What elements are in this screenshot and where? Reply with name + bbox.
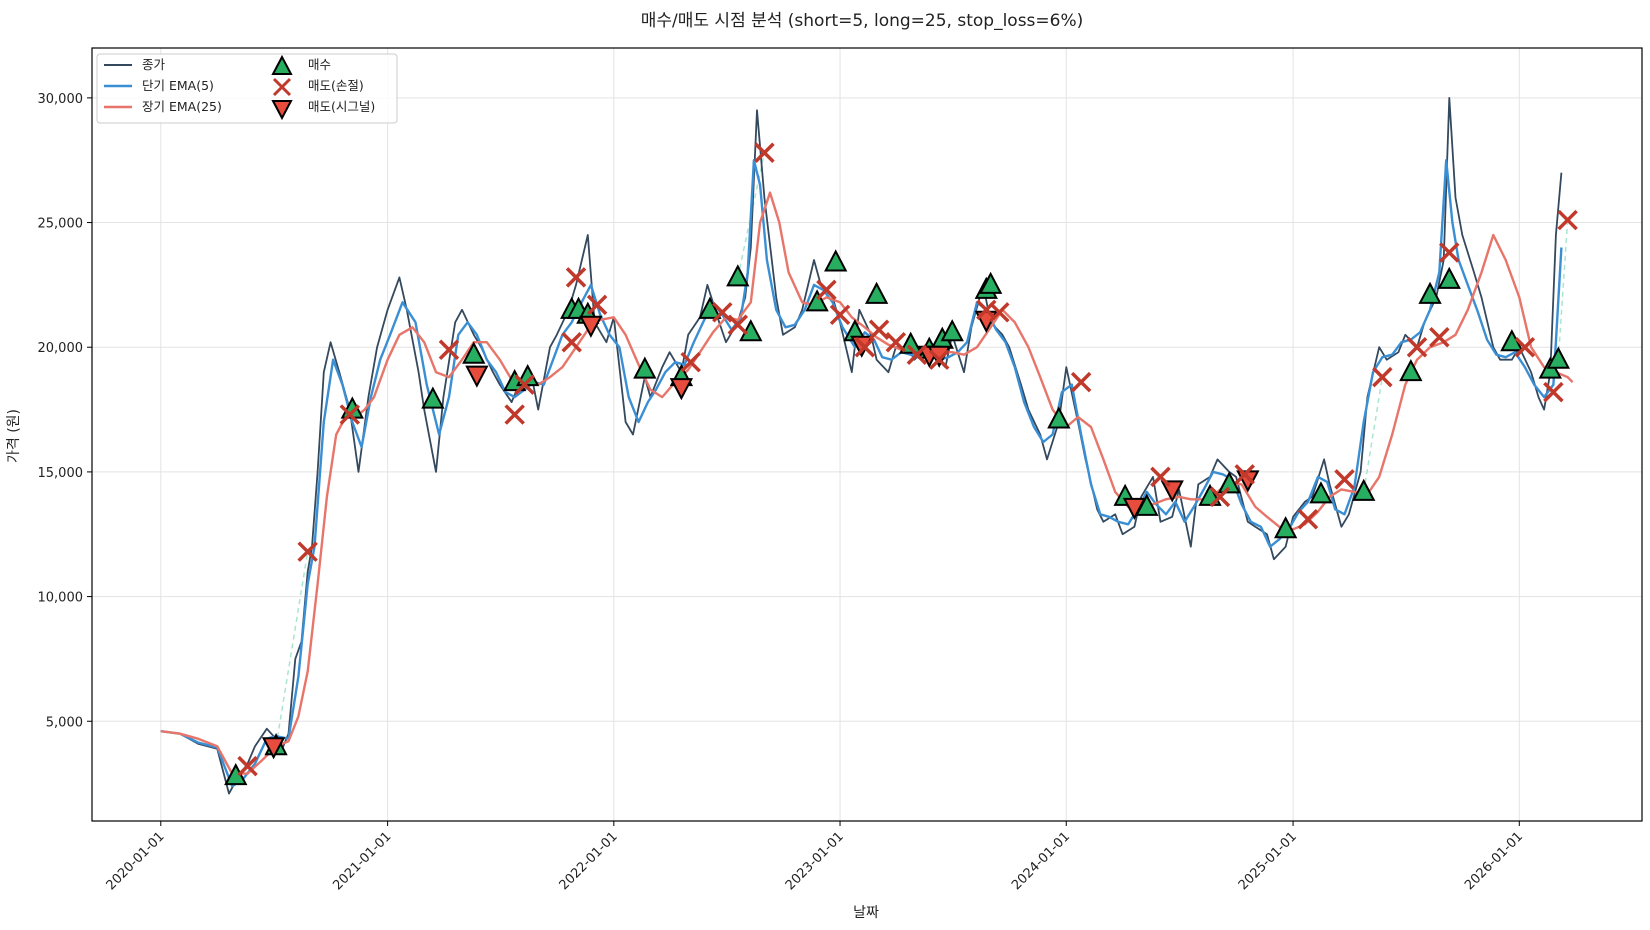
sell-signal-marker xyxy=(261,737,286,760)
sell-stoploss-marker xyxy=(989,302,1010,323)
sell-stoploss-marker xyxy=(1297,509,1319,530)
sell-stoploss-marker xyxy=(237,755,258,777)
ema-long-line xyxy=(160,191,1574,775)
sell-stoploss-marker xyxy=(1514,336,1536,358)
sell-stoploss-marker xyxy=(438,339,460,360)
buy-marker xyxy=(1273,516,1298,539)
sell-stoploss-marker xyxy=(1406,336,1428,358)
buy-marker xyxy=(633,356,657,379)
plot-frame xyxy=(91,47,1643,822)
sell-stoploss-marker xyxy=(1372,366,1393,388)
sell-stoploss-marker xyxy=(754,142,775,163)
sell-signal-marker xyxy=(579,315,603,338)
buy-marker xyxy=(1546,346,1570,369)
sell-stoploss-marker xyxy=(1070,371,1092,393)
sell-stoploss-marker xyxy=(1543,381,1564,403)
series-lines xyxy=(160,97,1574,795)
sell-stoploss-marker xyxy=(1234,464,1255,485)
y-tick-label: 5,000 xyxy=(46,715,83,730)
sell-stoploss-marker xyxy=(727,314,749,336)
sell-stoploss-marker xyxy=(712,302,733,323)
sell-signal-marker xyxy=(465,365,489,388)
legend-label-buy: 매수 xyxy=(308,57,331,72)
holding-period-line xyxy=(275,551,309,747)
sell-stoploss-marker xyxy=(514,374,535,395)
buy-marker xyxy=(1437,266,1461,289)
buy-marker xyxy=(1418,281,1442,304)
y-axis-ticks: 5,000 10,000 15,000 20,000 25,000 30,000 xyxy=(38,92,92,730)
y-tick-label: 10,000 xyxy=(38,591,84,606)
sell-stoploss-marker xyxy=(868,319,890,341)
buy-marker xyxy=(805,289,829,312)
sell-stoploss-marker xyxy=(906,344,928,365)
ema-short-line xyxy=(160,158,1563,788)
legend-label-close: 종가 xyxy=(142,57,166,72)
buy-marker xyxy=(1047,406,1071,429)
buy-marker xyxy=(940,319,964,342)
legend: 종가 단기 EMA(5) 장기 EMA(25) 매수 매도(손절) 매도(시그널… xyxy=(96,53,398,124)
y-tick-label: 20,000 xyxy=(38,341,84,356)
sell-stoploss-marker xyxy=(829,304,851,326)
sell-stoploss-marker xyxy=(504,404,525,425)
buy-marker xyxy=(1217,471,1241,494)
sell-stoploss-marker xyxy=(561,332,582,353)
legend-marker-stop xyxy=(272,77,292,97)
sell-stoploss-marker xyxy=(1429,327,1450,348)
buy-marker xyxy=(1309,481,1333,504)
sell-stoploss-marker xyxy=(1439,242,1460,263)
x-axis-title: 날짜 xyxy=(853,905,879,921)
chart-title: 매수/매도 시점 분석 (short=5, long=25, stop_loss… xyxy=(641,11,1084,31)
legend-marker-buy xyxy=(271,54,293,75)
sell-stoploss-marker xyxy=(816,279,837,301)
sell-stoploss-marker xyxy=(1209,486,1231,508)
buy-marker xyxy=(698,296,722,319)
buy-marker xyxy=(462,341,486,364)
buy-marker xyxy=(899,331,923,354)
buy-marker xyxy=(726,264,750,287)
sell-signal-marker xyxy=(669,378,694,401)
sell-stoploss-marker xyxy=(854,336,876,358)
legend-label-signal: 매도(시그널) xyxy=(308,99,375,114)
y-tick-label: 30,000 xyxy=(38,92,84,107)
close-price-line xyxy=(160,97,1563,795)
sell-signal-marker xyxy=(1122,497,1147,520)
buy-marker xyxy=(978,271,1003,294)
sell-stoploss-marker xyxy=(1150,466,1171,488)
y-tick-label: 15,000 xyxy=(38,466,84,481)
sell-stoploss-marker xyxy=(586,294,608,316)
y-axis-title: 가격 (원) xyxy=(6,409,22,463)
legend-label-ema-short: 단기 EMA(5) xyxy=(142,78,214,93)
legend-marker-signal xyxy=(271,100,293,121)
sell-stoploss-marker xyxy=(297,541,318,562)
legend-label-stop: 매도(손절) xyxy=(308,78,364,93)
sell-stoploss-marker xyxy=(1334,469,1355,490)
legend-label-ema-long: 장기 EMA(25) xyxy=(142,99,222,114)
buy-marker xyxy=(421,386,445,409)
sell-stoploss-marker xyxy=(1557,209,1578,231)
trade-markers xyxy=(224,142,1578,786)
y-tick-label: 25,000 xyxy=(38,217,84,232)
legend-box xyxy=(96,53,398,124)
buy-marker xyxy=(1399,359,1423,382)
sell-stoploss-marker xyxy=(928,349,950,370)
sell-stoploss-marker xyxy=(885,332,907,353)
buy-marker xyxy=(824,249,848,272)
sell-stoploss-marker xyxy=(339,404,361,425)
holding-period-line xyxy=(1362,377,1384,492)
sell-stoploss-marker xyxy=(565,267,587,288)
buy-marker xyxy=(1352,478,1376,501)
buy-marker xyxy=(864,281,889,304)
sell-stoploss-marker xyxy=(680,351,701,373)
